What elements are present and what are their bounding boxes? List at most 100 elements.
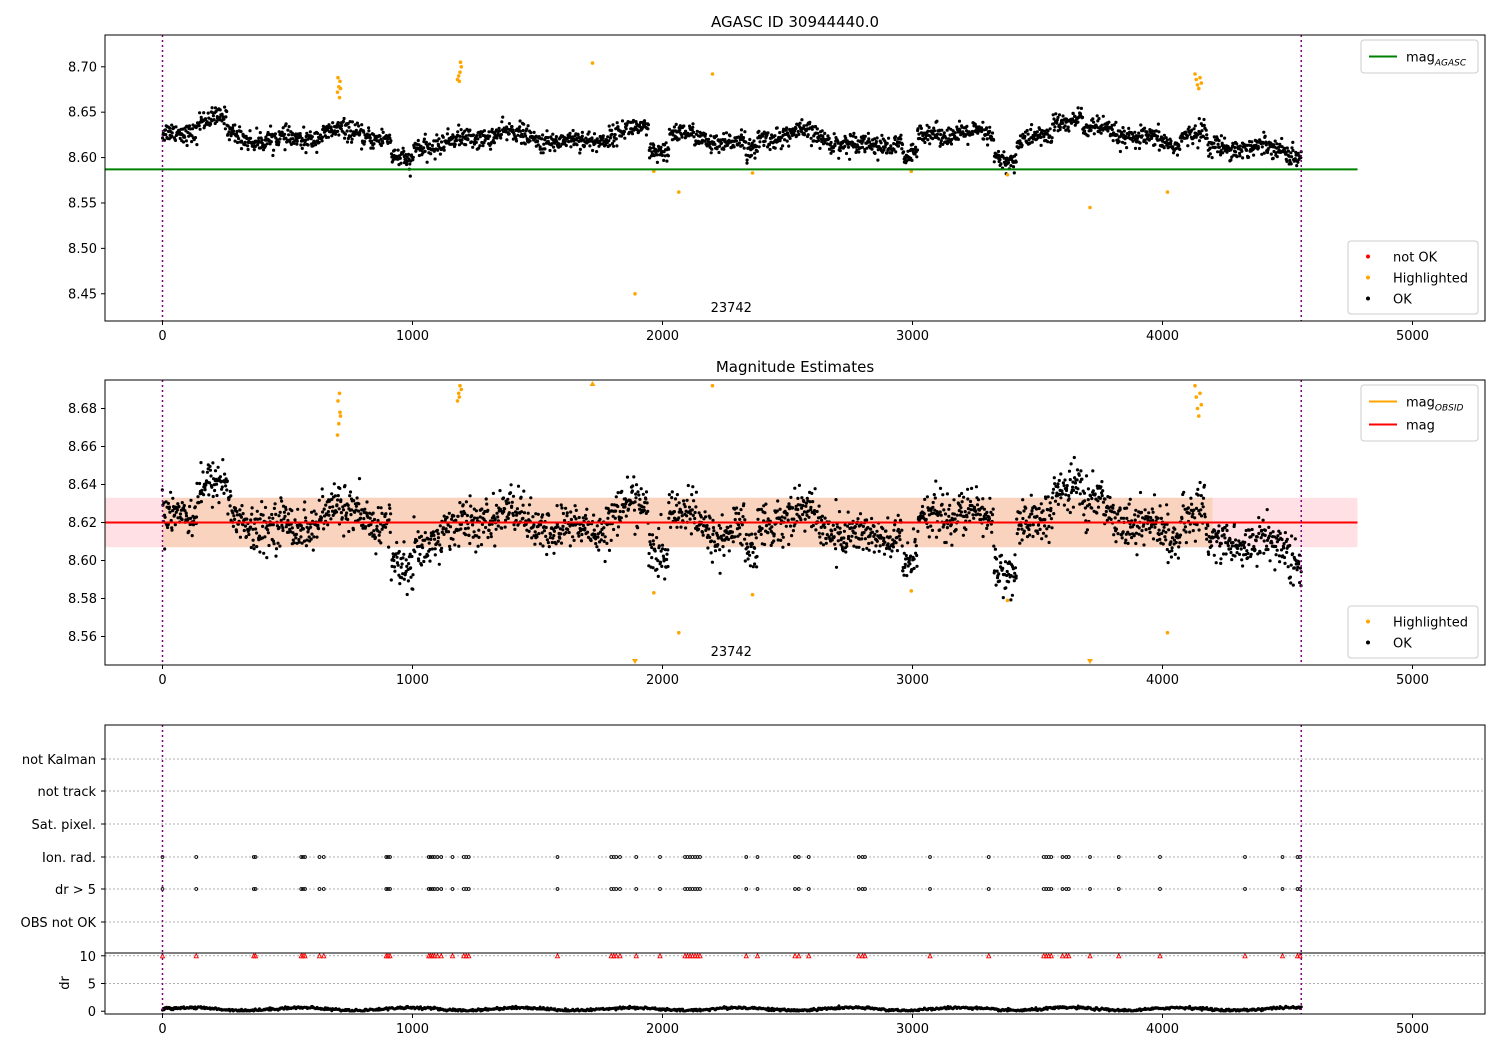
- estimates-ok-point: [820, 514, 825, 518]
- estimates-ok-point: [886, 516, 890, 520]
- estimates-ok-point: [994, 583, 998, 587]
- agasc-ok-point: [1092, 120, 1096, 124]
- agasc-ok-point: [571, 128, 575, 133]
- estimates-ok-point: [915, 553, 919, 558]
- estimates-ok-point: [678, 508, 683, 512]
- agasc-ok-point: [667, 127, 672, 131]
- agasc-ok-point: [854, 135, 858, 139]
- agasc-ok-point: [932, 126, 936, 130]
- agasc-ok-point: [826, 134, 830, 138]
- agasc-ok-point: [343, 132, 347, 136]
- estimates-ok-point: [1085, 528, 1089, 532]
- agasc-ok-point: [1099, 131, 1103, 135]
- estimates-ok-point: [903, 565, 907, 570]
- estimates-ok-point: [1061, 481, 1065, 485]
- estimates-ok-point: [395, 540, 399, 545]
- agasc-ok-point: [741, 136, 746, 140]
- agasc-ok-point: [704, 137, 708, 141]
- estimates-ok-point: [1167, 550, 1171, 554]
- estimates-ok-point: [1246, 551, 1250, 556]
- agasc-ok-point: [491, 130, 495, 134]
- estimates-ok-point: [857, 545, 861, 549]
- agasc-ok-point: [190, 127, 195, 131]
- estimates-ok-point: [480, 522, 484, 527]
- estimates-ok-point: [634, 483, 639, 487]
- estimates-ok-point: [684, 526, 688, 530]
- legend-label: not OK: [1393, 251, 1438, 266]
- estimates-ok-point: [281, 526, 285, 530]
- agasc-ok-point: [1115, 133, 1119, 137]
- estimates-ok-point: [780, 515, 784, 519]
- estimates-ok-point: [985, 510, 989, 514]
- estimates-ok-point: [1156, 516, 1160, 520]
- estimates-ok-point: [552, 534, 556, 538]
- agasc-ok-point: [1023, 134, 1027, 138]
- estimates-ok-point: [738, 532, 742, 536]
- estimates-ok-point: [474, 550, 478, 554]
- estimates-ok-point: [1034, 507, 1039, 511]
- estimates-highlighted-point: [456, 391, 461, 396]
- estimates-ok-point: [475, 534, 479, 538]
- agasc-ok-point: [1234, 150, 1238, 154]
- estimates-ok-point: [960, 491, 964, 496]
- estimates-ok-point: [416, 530, 420, 534]
- estimates-ok-point: [225, 488, 229, 492]
- estimates-ok-point: [661, 547, 665, 551]
- estimates-ok-point: [949, 523, 953, 527]
- estimates-ok-point: [718, 548, 722, 552]
- agasc-ok-point: [1032, 135, 1036, 139]
- agasc-ok-point: [646, 127, 650, 131]
- estimates-ok-point: [554, 542, 558, 546]
- estimates-ok-point: [685, 498, 689, 502]
- estimates-ok-point: [616, 491, 620, 495]
- agasc-ok-point: [1140, 134, 1144, 138]
- agasc-ok-point: [1284, 151, 1288, 155]
- estimates-ok-point: [1101, 500, 1106, 504]
- agasc-ok-point: [1283, 146, 1287, 150]
- agasc-ok-point: [487, 130, 491, 134]
- agasc-ok-point: [486, 136, 490, 141]
- estimates-ok-point: [662, 559, 666, 563]
- agasc-ok-point: [1262, 151, 1266, 155]
- estimates-ok-point: [762, 504, 766, 508]
- estimates-ok-point: [594, 542, 598, 546]
- estimates-ok-point: [450, 517, 454, 521]
- agasc-ok-point: [221, 115, 225, 119]
- estimates-ok-point: [1289, 581, 1293, 585]
- estimates-ok-point: [539, 523, 543, 527]
- agasc-ok-point: [276, 143, 281, 147]
- estimates-ok-point: [445, 515, 449, 520]
- agasc-ok-point: [910, 158, 914, 162]
- estimates-ok-point: [1123, 541, 1127, 545]
- estimates-ok-point: [589, 538, 593, 543]
- estimates-ok-point: [1012, 579, 1016, 583]
- estimates-ok-point: [1286, 565, 1290, 569]
- estimates-ok-point: [423, 531, 427, 535]
- estimates-ok-point: [743, 559, 747, 563]
- estimates-ok-point: [704, 528, 708, 533]
- agasc-ok-point: [619, 134, 624, 138]
- agasc-ok-point: [269, 124, 273, 128]
- agasc-ok-point: [613, 133, 617, 137]
- estimates-ok-point: [687, 505, 692, 509]
- estimates-ok-point: [228, 489, 232, 493]
- estimates-ok-point: [579, 539, 584, 543]
- estimates-ok-point: [780, 532, 784, 536]
- agasc-ok-point: [783, 138, 787, 142]
- flag-marker: [428, 887, 433, 891]
- estimates-ok-point: [1288, 543, 1292, 548]
- agasc-ok-point: [442, 145, 446, 149]
- estimates-ok-point: [1172, 538, 1176, 542]
- agasc-ok-point: [576, 133, 580, 137]
- estimates-ok-point: [997, 579, 1002, 583]
- estimates-ok-point: [1076, 487, 1080, 491]
- estimates-ok-point: [243, 524, 248, 528]
- agasc-ok-point: [1177, 144, 1181, 148]
- estimates-ok-point: [872, 550, 876, 554]
- agasc-ok-point: [810, 127, 814, 131]
- estimates-ok-point: [534, 512, 538, 516]
- estimates-ok-point: [508, 491, 513, 495]
- estimates-ok-point: [1089, 494, 1093, 498]
- estimates-ok-point: [1170, 549, 1174, 553]
- agasc-ok-point: [740, 143, 744, 147]
